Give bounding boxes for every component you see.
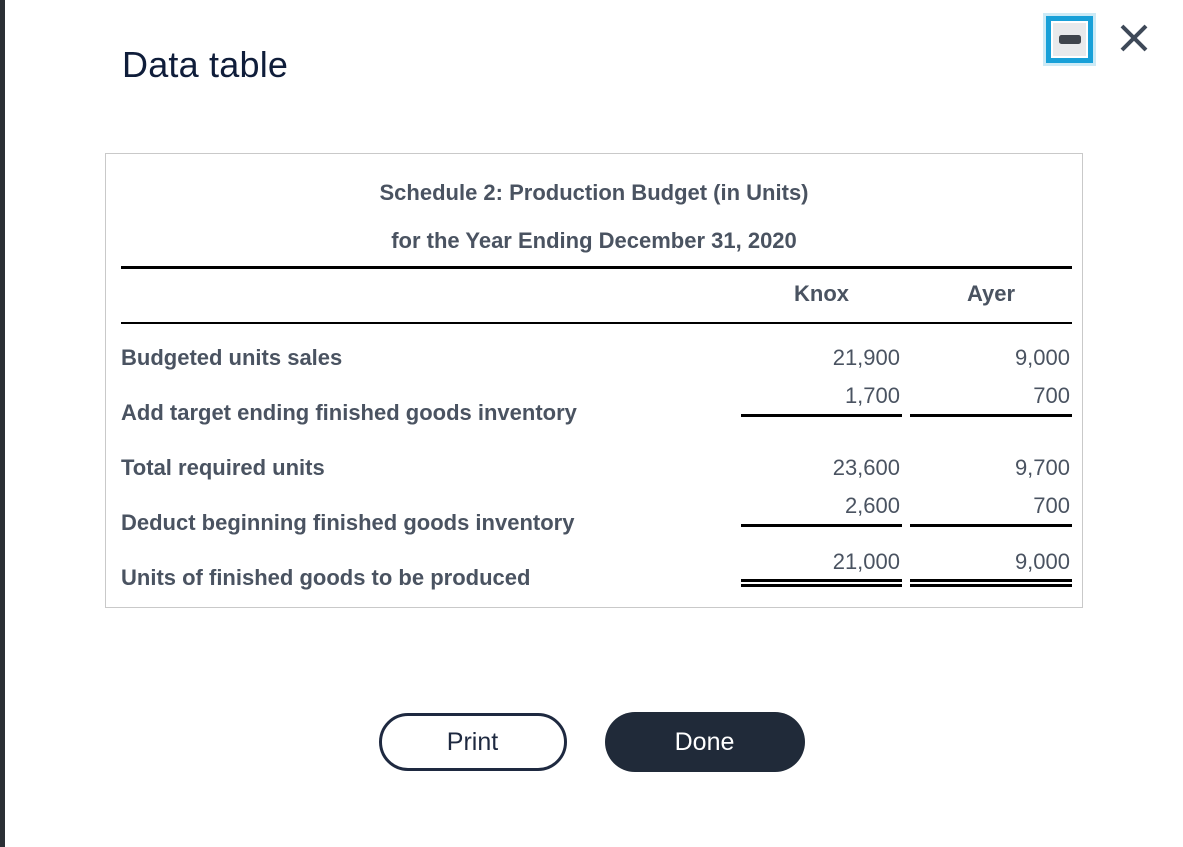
- knox-value: 1,700: [741, 383, 902, 417]
- data-table-panel: Schedule 2: Production Budget (in Units)…: [105, 153, 1083, 608]
- table-title-line1: Schedule 2: Production Budget (in Units): [379, 180, 809, 205]
- dialog-title: Data table: [122, 44, 289, 85]
- column-header-knox: Knox: [794, 281, 849, 306]
- print-button[interactable]: Print: [378, 713, 567, 771]
- row-label: Units of finished goods to be produced: [121, 564, 531, 590]
- table-row: Add target ending finished goods invento…: [121, 383, 1072, 440]
- row-label: Add target ending finished goods invento…: [121, 399, 577, 425]
- knox-value: 2,600: [741, 493, 902, 527]
- row-label: Total required units: [121, 454, 325, 480]
- ayer-value: 700: [910, 493, 1072, 527]
- action-buttons: Print Done: [0, 712, 1183, 772]
- divider-header: [121, 322, 1072, 324]
- column-header-row: Knox Ayer: [121, 279, 1072, 309]
- knox-value: 21,000: [741, 549, 902, 587]
- table-row: Units of finished goods to be produced 2…: [121, 549, 1072, 605]
- minimize-button[interactable]: [1046, 16, 1093, 63]
- column-header-ayer: Ayer: [966, 281, 1016, 306]
- background-window-edge: [0, 0, 5, 847]
- close-icon: [1120, 24, 1148, 52]
- table-row: Total required units 23,600 9,700: [121, 440, 1072, 495]
- ayer-value: 9,000: [1014, 344, 1070, 370]
- table-row: Budgeted units sales 21,900 9,000: [121, 330, 1072, 385]
- table-row: Deduct beginning finished goods inventor…: [121, 493, 1072, 550]
- divider-top: [121, 266, 1072, 269]
- close-button[interactable]: [1115, 19, 1153, 57]
- knox-value: 23,600: [832, 454, 900, 480]
- ayer-value: 9,700: [1014, 454, 1070, 480]
- row-label: Deduct beginning finished goods inventor…: [121, 509, 575, 535]
- table-rows: Budgeted units sales 21,900 9,000 Add ta…: [121, 330, 1072, 605]
- knox-value: 21,900: [832, 344, 900, 370]
- done-button[interactable]: Done: [604, 712, 805, 772]
- ayer-value: 9,000: [910, 549, 1072, 587]
- row-label: Budgeted units sales: [121, 344, 343, 370]
- table-title-line2: for the Year Ending December 31, 2020: [391, 228, 797, 253]
- minimize-icon: [1058, 35, 1081, 44]
- ayer-value: 700: [910, 383, 1072, 417]
